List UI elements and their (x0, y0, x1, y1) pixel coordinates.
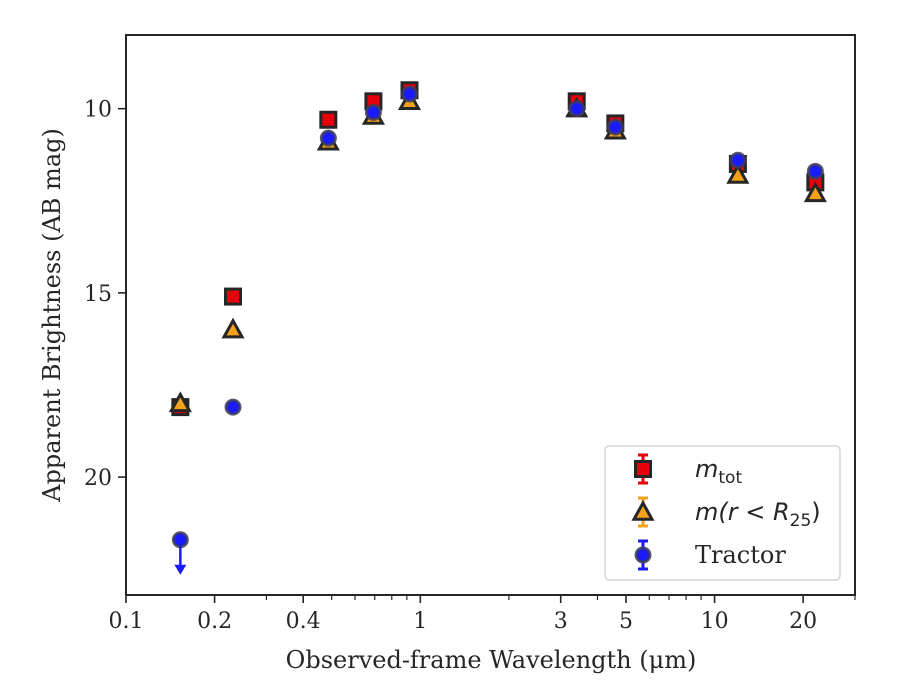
legend-label: m(r < R25) (695, 498, 821, 531)
data-point (729, 151, 747, 169)
plot-frame (125, 34, 856, 596)
legend-marker (634, 460, 652, 478)
data-point (168, 391, 192, 413)
series-2 (171, 85, 824, 575)
data-point (319, 129, 337, 147)
data-point (224, 398, 242, 416)
data-point (803, 181, 827, 203)
x-tick-label: 10 (701, 609, 729, 634)
data-point (400, 85, 418, 103)
legend-box (604, 445, 841, 581)
data-point (568, 100, 586, 118)
y-tick-label: 15 (84, 282, 112, 307)
legend-marker (631, 499, 655, 521)
y-tick-label: 20 (84, 466, 112, 491)
x-tick-label: 3 (554, 609, 568, 634)
x-tick-label: 5 (619, 609, 633, 634)
plot-layer (168, 81, 827, 575)
x-tick-label: 0.1 (109, 609, 144, 634)
x-axis-label: Observed-frame Wavelength (μm) (286, 646, 697, 674)
axes-layer: 0.1 0.2 0.4 1 3 5 10 20 10 15 20 (84, 34, 856, 634)
data-point (224, 287, 243, 306)
x-tick-label: 20 (789, 609, 817, 634)
data-point (606, 118, 624, 136)
data-point (726, 162, 750, 184)
data-point (364, 103, 382, 121)
y-tick-label: 10 (84, 98, 112, 123)
legend-label: mtot (695, 455, 742, 488)
x-tick-label: 0.4 (286, 609, 321, 634)
x-tick-label: 1 (413, 609, 427, 634)
data-point (221, 317, 245, 339)
y-axis-label: Apparent Brightness (AB mag) (38, 128, 66, 503)
legend: mtot m(r < R25) Tractor (604, 445, 841, 581)
x-tick-label: 0.2 (197, 609, 232, 634)
data-point (806, 162, 824, 180)
legend-label: Tractor (695, 541, 786, 569)
legend-marker (634, 546, 652, 564)
upper-limit-arrow-head (174, 564, 187, 575)
data-point (319, 110, 338, 129)
